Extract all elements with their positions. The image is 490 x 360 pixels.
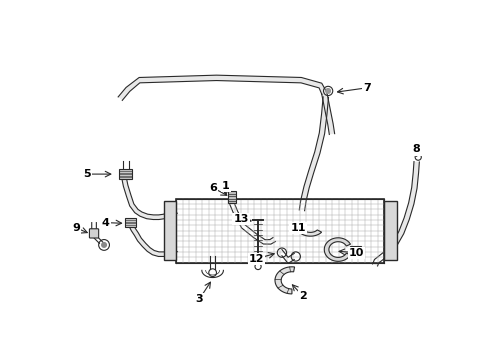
Text: 9: 9: [73, 223, 80, 233]
Polygon shape: [324, 238, 350, 261]
Polygon shape: [128, 223, 177, 256]
FancyBboxPatch shape: [89, 229, 98, 238]
Polygon shape: [372, 162, 419, 266]
Text: 5: 5: [83, 169, 91, 179]
Text: 1: 1: [222, 181, 230, 191]
Bar: [125, 218, 136, 227]
Text: 2: 2: [299, 291, 307, 301]
Circle shape: [326, 89, 330, 93]
Text: 6: 6: [209, 183, 218, 193]
Polygon shape: [299, 97, 328, 211]
Polygon shape: [275, 267, 294, 294]
Text: 10: 10: [349, 248, 364, 258]
Bar: [176, 199, 384, 263]
Bar: [384, 201, 397, 260]
Text: 12: 12: [249, 254, 264, 264]
Text: 3: 3: [196, 294, 203, 304]
Bar: [120, 169, 132, 180]
Bar: [350, 246, 361, 253]
Text: 11: 11: [291, 223, 306, 233]
Bar: [164, 201, 176, 260]
Polygon shape: [122, 177, 177, 220]
Text: 7: 7: [363, 83, 370, 93]
Text: 8: 8: [413, 144, 420, 154]
Polygon shape: [230, 202, 275, 244]
Polygon shape: [321, 93, 335, 135]
Bar: [228, 191, 236, 203]
Polygon shape: [118, 75, 327, 100]
Polygon shape: [296, 224, 321, 236]
Text: 4: 4: [101, 217, 110, 228]
Circle shape: [102, 243, 106, 247]
Text: 13: 13: [233, 214, 249, 224]
